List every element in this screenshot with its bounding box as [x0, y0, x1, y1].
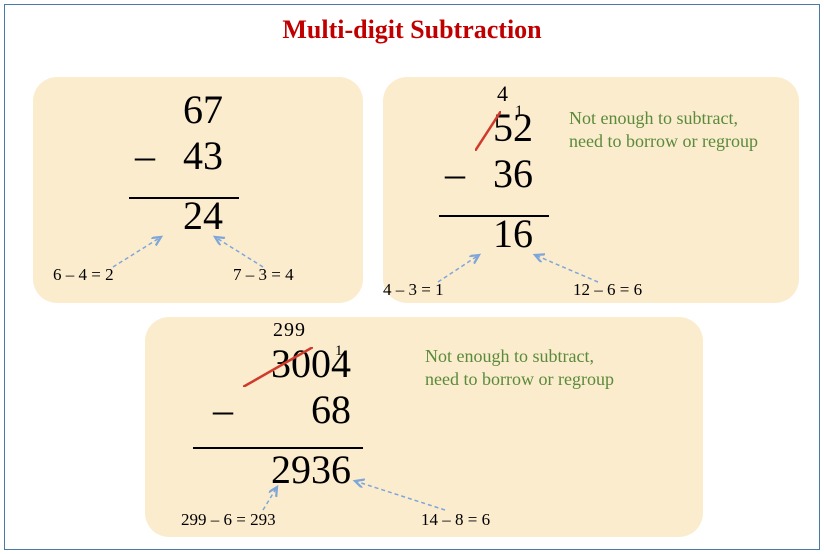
step-annotation: 4 – 3 = 1 — [383, 280, 444, 300]
example-panel-1: 67 – 43 24 6 – 4 = 2 7 – 3 = 4 — [33, 77, 363, 303]
division-rule — [439, 215, 549, 217]
page-title: Multi-digit Subtraction — [5, 15, 819, 45]
step-annotation: 7 – 3 = 4 — [233, 265, 294, 285]
division-rule — [193, 447, 363, 449]
difference: 2936 — [241, 447, 351, 493]
digits-struck: 300 — [271, 341, 331, 386]
minuend: 30029914 — [241, 341, 351, 387]
subtrahend-row: – 43 — [163, 133, 223, 179]
step-annotation: 6 – 4 = 2 — [53, 265, 114, 285]
difference: 16 — [473, 211, 533, 257]
minuend: 5412 — [473, 105, 533, 151]
minus-sign: – — [213, 387, 233, 433]
subtrahend: 36 — [493, 151, 533, 196]
regroup-note: Not enough to subtract, need to borrow o… — [425, 345, 614, 392]
step-annotation: 14 – 8 = 6 — [421, 510, 490, 530]
math-block-3: 30029914 – 68 2936 — [241, 341, 351, 493]
division-rule — [129, 197, 239, 199]
digit-struck: 5 — [493, 105, 513, 150]
borrow-one: 1 — [335, 343, 343, 360]
step-annotation: 299 – 6 = 293 — [181, 510, 276, 530]
subtrahend-row: – 68 — [241, 387, 351, 433]
step-annotation: 12 – 6 = 6 — [573, 280, 642, 300]
minuend: 67 — [163, 87, 223, 133]
subtrahend-row: – 36 — [473, 151, 533, 197]
subtrahend: 43 — [183, 133, 223, 178]
borrow-top: 299 — [273, 319, 306, 342]
difference: 24 — [163, 193, 223, 239]
example-panel-2: 5412 – 36 16 Not enough to subtract, nee… — [383, 77, 799, 303]
borrow-one: 1 — [515, 103, 523, 121]
subtrahend: 68 — [311, 387, 351, 432]
borrow-top: 4 — [497, 81, 508, 106]
regroup-note: Not enough to subtract, need to borrow o… — [569, 107, 758, 154]
math-block-1: 67 – 43 24 — [163, 87, 223, 239]
minus-sign: – — [445, 151, 465, 197]
minus-sign: – — [135, 133, 155, 179]
math-block-2: 5412 – 36 16 — [473, 105, 533, 257]
example-panel-3: 30029914 – 68 2936 Not enough to subtrac… — [145, 317, 703, 537]
